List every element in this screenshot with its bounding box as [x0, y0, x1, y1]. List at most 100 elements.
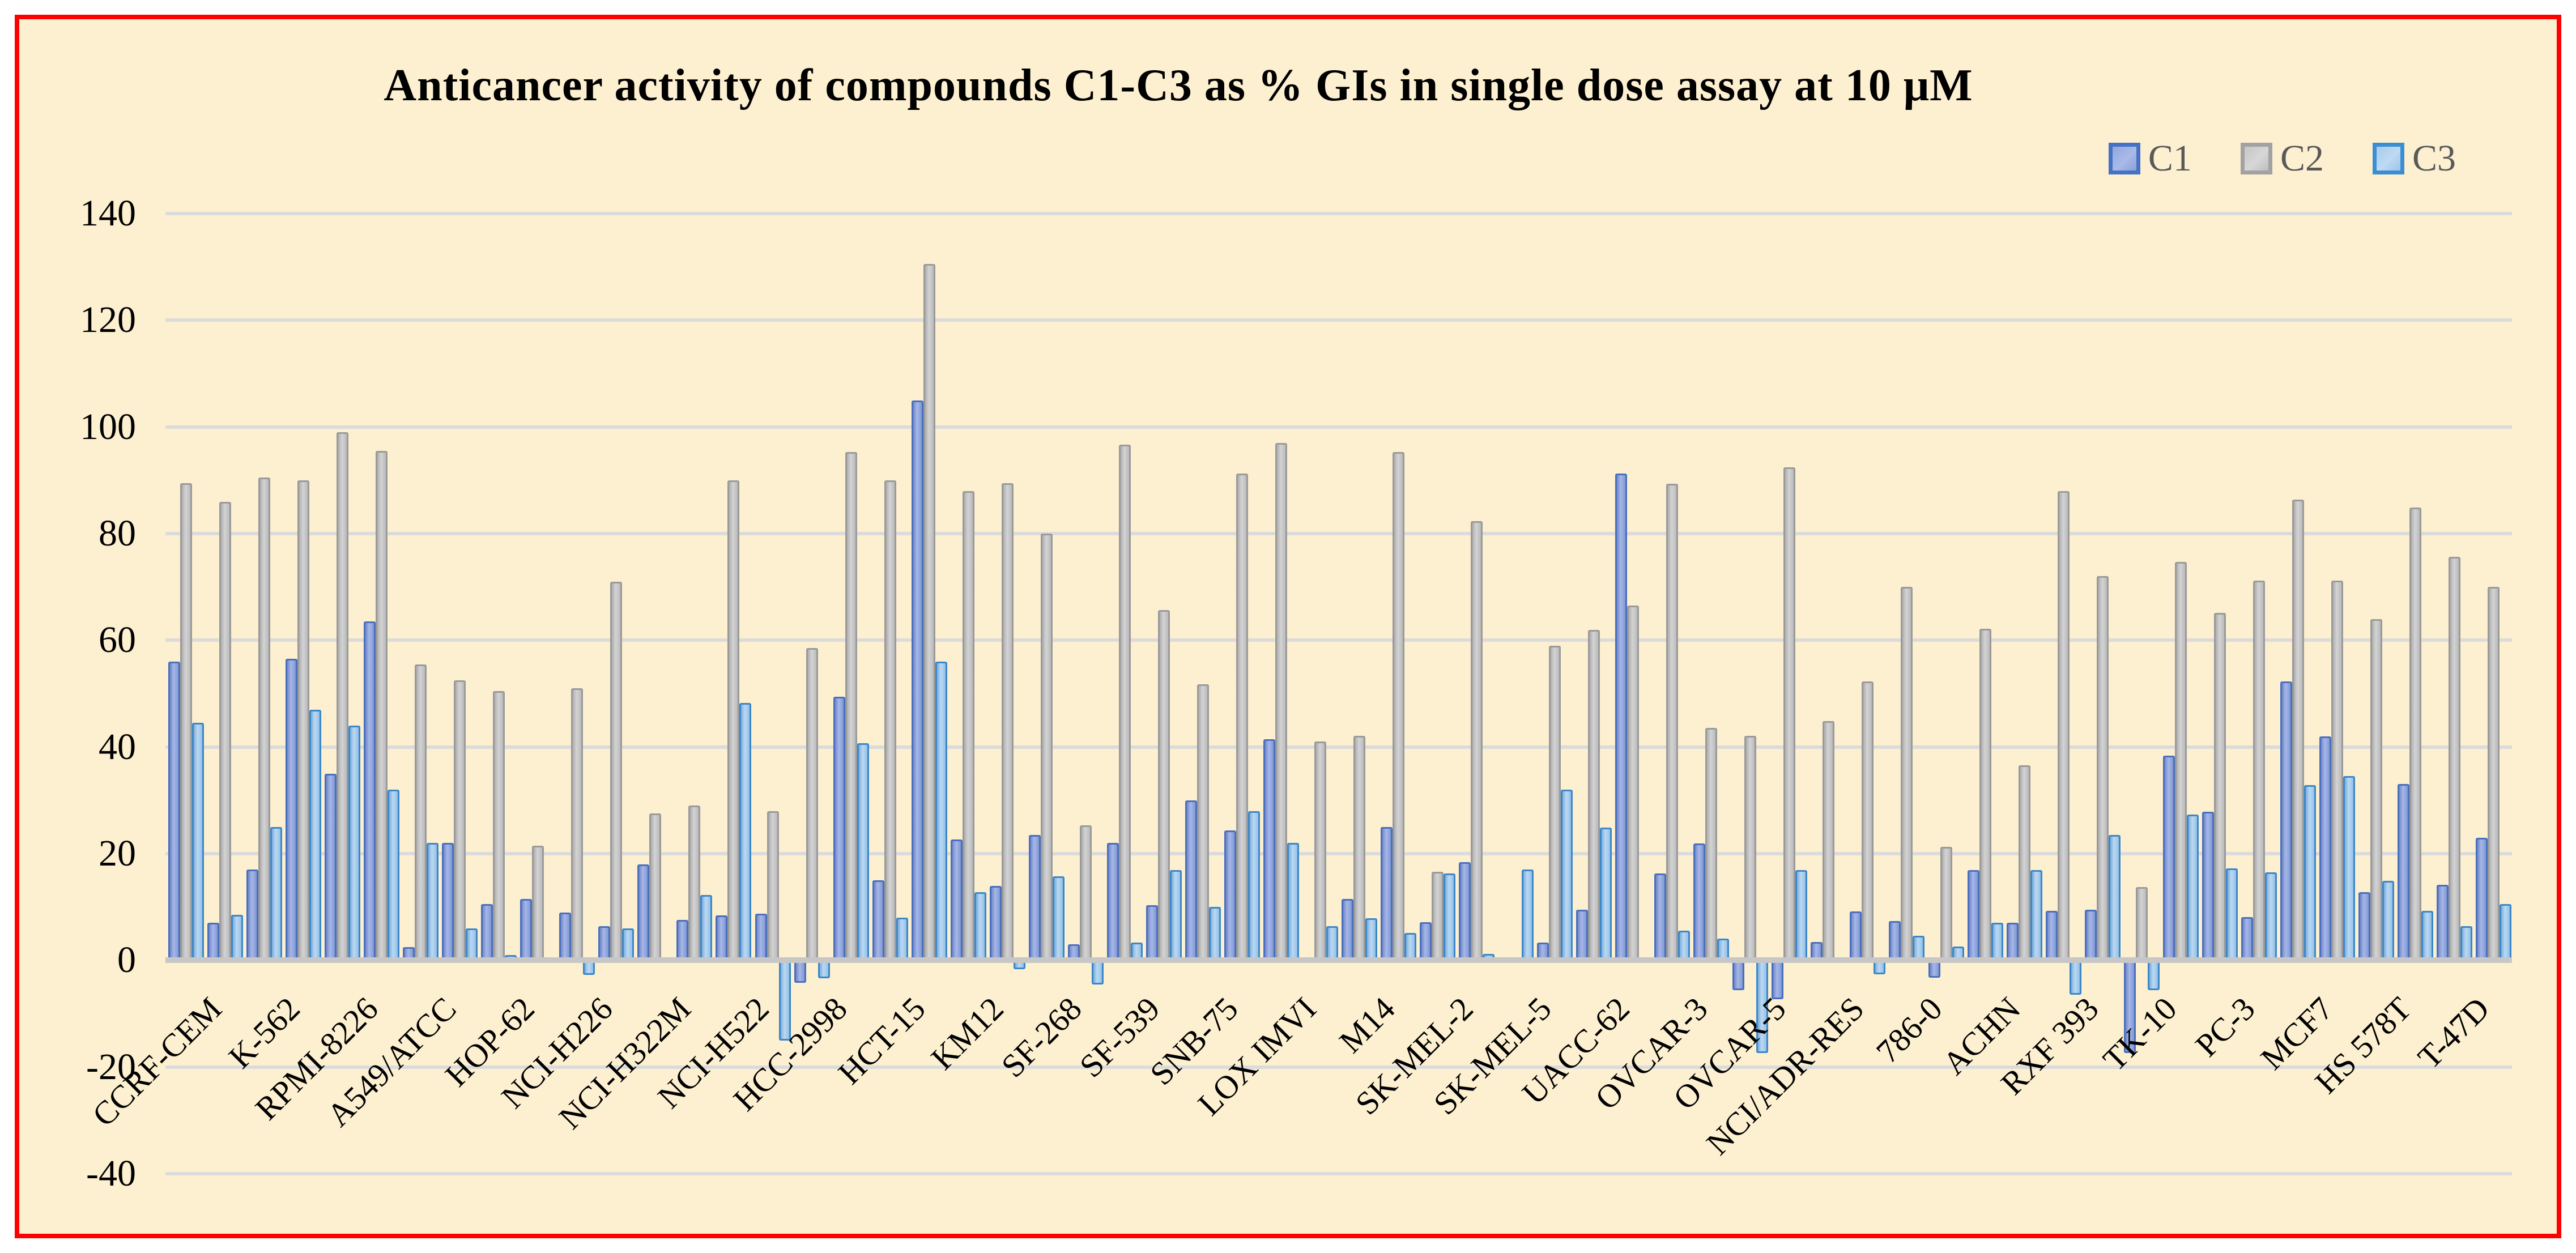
bar-c3-group32 [1404, 933, 1417, 961]
y-tick-label-20: 20 [99, 833, 136, 874]
bar-c2-group1 [180, 483, 192, 961]
plot-area: 140 120 100 80 60 40 20 0 -20 -40 CCRF-CEM K-562 RPM… [80, 193, 2512, 1194]
bar-c2-group6 [376, 451, 388, 961]
legend-swatch-c3 [2372, 143, 2404, 174]
legend-label-c1: C1 [2148, 138, 2192, 179]
gridline-y--20 [165, 1065, 2512, 1069]
bar-c3-group23 [1052, 876, 1065, 961]
bar-c1-group45 [1889, 920, 1901, 961]
bar-c2-group37 [1588, 629, 1600, 961]
bar-c2-group32 [1393, 451, 1405, 961]
bar-c2-group20 [923, 264, 935, 961]
bar-c1-group21 [950, 839, 963, 961]
bar-c2-group8 [454, 680, 466, 961]
gridline-y-20 [165, 852, 2512, 855]
bar-c2-group30 [1314, 741, 1326, 961]
bar-c1-group6 [364, 621, 376, 961]
gridline-y-100 [165, 425, 2512, 429]
gridline-y--40 [165, 1172, 2512, 1175]
gridline-y-80 [165, 532, 2512, 535]
y-tick-label--20: -20 [86, 1046, 136, 1088]
bar-c1-group28 [1224, 830, 1236, 961]
bar-c1-group8 [442, 843, 454, 961]
bar-c1-group38 [1615, 473, 1628, 961]
bar-c1-group50 [2084, 909, 2097, 961]
bar-c2-group53 [2213, 613, 2226, 961]
y-tick-label-100: 100 [80, 406, 136, 448]
bar-c3-group7 [427, 843, 439, 961]
bar-c3-group31 [1365, 918, 1377, 961]
bar-c1-group55 [2280, 681, 2292, 961]
bar-c3-group56 [2343, 776, 2355, 961]
bar-c3-group12 [622, 928, 635, 961]
bar-c3-group54 [2264, 872, 2277, 961]
bar-c3-group33 [1444, 873, 1456, 961]
bar-c2-group3 [258, 478, 271, 961]
bar-c3-group8 [466, 928, 478, 961]
bar-c2-group52 [2174, 561, 2187, 961]
bar-c2-group45 [1901, 587, 1913, 961]
bar-c2-group14 [688, 806, 701, 961]
bar-c2-group44 [1862, 681, 1874, 961]
bar-c1-group3 [246, 870, 259, 961]
bar-c1-group40 [1693, 843, 1706, 961]
bar-c2-group58 [2409, 507, 2421, 961]
bar-c1-group47 [1967, 870, 1979, 961]
legend-label-c3: C3 [2412, 138, 2456, 179]
bar-c2-group34 [1471, 521, 1483, 961]
bar-c3-group52 [2186, 815, 2199, 961]
bar-c2-group4 [297, 480, 310, 961]
bar-c1-group26 [1146, 905, 1158, 961]
bar-c2-group29 [1275, 442, 1287, 961]
bar-c1-group60 [2475, 837, 2488, 961]
bar-c1-group4 [286, 659, 298, 961]
bar-c2-group22 [1001, 483, 1014, 961]
x-tick-label-786-0: 786-0 [1868, 990, 1949, 1071]
bar-c3-group45 [1913, 936, 1925, 961]
x-tick-label-km12: KM12 [923, 990, 1011, 1077]
gridline-y-60 [165, 638, 2512, 642]
y-tick-label-120: 120 [80, 299, 136, 341]
bar-c3-group57 [2382, 881, 2394, 961]
x-tick-label-t-47d: T-47D [2411, 990, 2497, 1076]
bar-c1-group2 [207, 923, 220, 961]
bar-c3-group21 [974, 892, 986, 961]
bar-c1-group15 [716, 915, 728, 961]
x-tick-label-pc-3: PC-3 [2188, 990, 2262, 1064]
bar-c1-group32 [1381, 826, 1393, 961]
bar-c1-group16 [755, 914, 767, 961]
bar-c2-group38 [1627, 606, 1640, 961]
bar-c2-group47 [1979, 628, 1991, 961]
bar-c2-group50 [2096, 576, 2109, 961]
legend-swatch-c2 [2240, 143, 2272, 174]
chart-frame: Anticancer activity of compounds C1-C3 a… [15, 15, 2561, 1238]
bar-c1-group23 [1028, 835, 1041, 961]
bar-c3-group26 [1169, 870, 1182, 961]
bar-c2-group23 [1040, 534, 1053, 961]
bar-c1-group56 [2319, 736, 2331, 961]
gridline-y-40 [165, 745, 2512, 749]
bar-c3-group58 [2421, 910, 2433, 961]
bar-c1-group53 [2202, 811, 2214, 961]
bar-c2-group28 [1236, 473, 1248, 961]
bar-c3-group20 [935, 662, 947, 961]
bar-c3-group42 [1795, 870, 1808, 961]
bar-c2-group48 [2018, 765, 2030, 961]
bar-c2-group41 [1744, 735, 1757, 961]
bar-c1-group41 [1732, 960, 1745, 991]
bar-c2-group42 [1783, 467, 1796, 961]
bar-c1-group34 [1459, 862, 1471, 961]
bar-c2-group43 [1823, 721, 1835, 961]
y-tick-label-60: 60 [99, 619, 136, 661]
bar-c2-group39 [1666, 484, 1679, 961]
bar-c3-group2 [231, 915, 244, 961]
legend-item-c2: C2 [2240, 137, 2324, 180]
bar-c1-group27 [1185, 800, 1197, 961]
bar-c1-group33 [1420, 922, 1432, 961]
bar-c2-group13 [649, 813, 662, 961]
bar-c3-group5 [348, 726, 361, 961]
x-tick-label-m14: M14 [1331, 990, 1402, 1060]
bar-c3-group50 [2108, 835, 2121, 961]
bar-c1-group25 [1106, 843, 1119, 961]
bar-c1-group17 [794, 960, 806, 983]
